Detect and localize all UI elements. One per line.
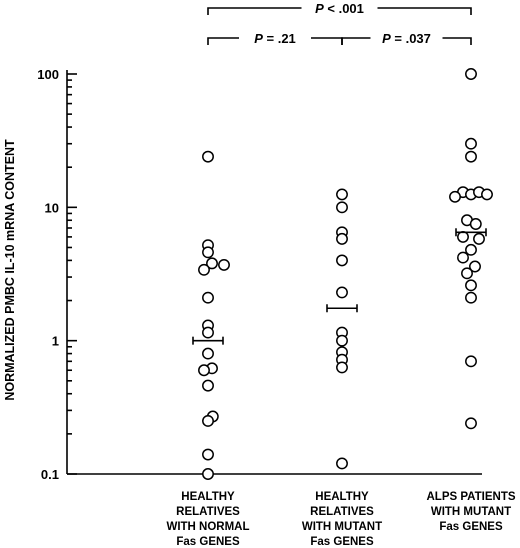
data-point [465,355,477,368]
x-category-label: WITH MUTANT [302,521,382,533]
data-point [336,334,348,347]
data-point [202,379,214,392]
data-point [198,263,210,276]
data-point [202,326,214,339]
labels: 0.1 1 10 100 HEALTHY RELATIVES WITH NORMAL Fas … [37,1,516,548]
data-point [473,232,485,245]
data-point [218,258,230,271]
data-point [202,468,214,480]
data-point [336,232,348,245]
data-point [198,364,210,377]
data-point [457,251,469,264]
data-point [202,150,214,163]
data-point [465,68,477,80]
significance-bracket [207,37,239,45]
data-point [336,254,348,267]
data-point [461,267,473,280]
data-point [202,414,214,427]
x-category-label: WITH MUTANT [431,506,511,518]
x-category-label: ALPS PATIENTS [426,491,515,503]
data-point [336,188,348,201]
y-tick-label: 1 [52,334,59,349]
data-point [465,279,477,292]
x-category-label: RELATIVES [176,506,240,518]
data-point [202,291,214,304]
x-category-label: Fas GENES [176,536,240,548]
p-value-label: P < .001 [315,1,364,16]
data-point [449,190,461,203]
data-point [465,243,477,256]
p-value-label: P = .21 [254,31,296,46]
data-point [481,188,493,201]
data-point [469,260,481,273]
data-point [202,448,214,461]
data-point [336,361,348,374]
significance-bracket [207,7,302,15]
x-category-label: RELATIVES [310,506,374,518]
axes [66,70,482,475]
y-tick-label: 100 [37,67,59,82]
x-category-label: Fas GENES [439,521,503,533]
data-point [336,457,348,470]
x-category-label: WITH NORMAL [166,521,249,533]
significance-bracket [341,37,371,45]
data-point [206,257,218,270]
data-point [465,417,477,430]
data-point [465,137,477,150]
data-point [202,246,214,259]
x-category-label: Fas GENES [310,536,374,548]
data-marks [192,7,493,480]
data-point [336,286,348,299]
significance-bracket [442,37,472,45]
y-axis-label: NORMALIZED PMBC IL-10 mRNA CONTENT [3,139,17,401]
x-category-label: HEALTHY [181,491,235,503]
data-point [465,150,477,163]
y-tick-label: 10 [45,200,59,215]
data-point [465,291,477,304]
p-value-label: P = .037 [382,31,431,46]
significance-bracket [377,7,472,15]
data-point [336,201,348,214]
significance-bracket [311,37,343,45]
y-tick-label: 0.1 [41,467,59,482]
data-point [202,347,214,360]
data-point [469,218,482,230]
x-category-label: HEALTHY [315,491,369,503]
data-point [457,230,469,243]
